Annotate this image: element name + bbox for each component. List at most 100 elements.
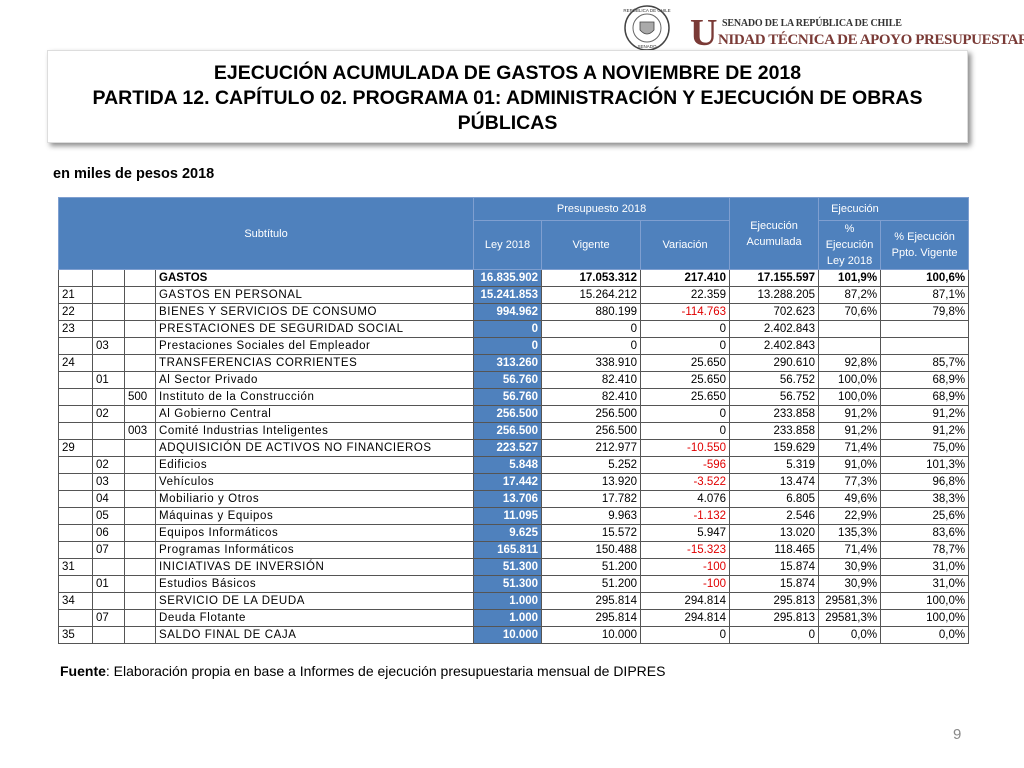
table-cell: [92, 422, 125, 440]
table-cell: 15.874: [729, 558, 820, 576]
table-cell: 4.076: [640, 490, 731, 508]
table-cell: -15.323: [640, 541, 731, 559]
table-cell: 24: [58, 354, 93, 372]
table-cell: 25,6%: [880, 507, 970, 525]
table-cell: SALDO FINAL DE CAJA: [154, 626, 475, 644]
table-cell: 71,4%: [818, 439, 882, 457]
table-cell: 21: [58, 286, 93, 304]
table-cell: 16.835.902: [473, 269, 543, 287]
table-cell: 10.000: [473, 626, 543, 644]
table-cell: Mobiliario y Otros: [154, 490, 475, 508]
table-cell: 100,0%: [818, 388, 882, 406]
table-cell: 15.241.853: [473, 286, 543, 304]
table-cell: 31,0%: [880, 575, 970, 593]
table-cell: TRANSFERENCIAS CORRIENTES: [154, 354, 475, 372]
table-cell: 135,3%: [818, 524, 882, 542]
table-cell: 295.814: [541, 592, 642, 610]
table-cell: 25.650: [640, 354, 731, 372]
table-cell: 294.814: [640, 592, 731, 610]
source-text: : Elaboración propia en base a Informes …: [105, 663, 666, 679]
table-cell: 0: [541, 320, 642, 338]
table-cell: [58, 456, 93, 474]
table-cell: [124, 524, 156, 542]
table-cell: 294.814: [640, 609, 731, 627]
table-cell: 2.402.843: [729, 337, 820, 355]
table-row: 06 Equipos Informáticos 9.625 15.572 5.947 13…: [58, 524, 970, 542]
table-cell: 91,2%: [818, 422, 882, 440]
table-cell: [124, 439, 156, 457]
table-cell: [818, 320, 882, 338]
table-cell: 82.410: [541, 371, 642, 389]
table-cell: 2.546: [729, 507, 820, 525]
seal-text: SENADO: [637, 44, 657, 49]
table-cell: 150.488: [541, 541, 642, 559]
table-cell: 256.500: [473, 422, 543, 440]
table-cell: [124, 490, 156, 508]
table-cell: 02: [92, 456, 125, 474]
table-cell: Comité Industrias Inteligentes: [154, 422, 475, 440]
table-cell: [58, 524, 93, 542]
table-cell: 79,8%: [880, 303, 970, 321]
table-cell: [124, 558, 156, 576]
table-cell: [124, 405, 156, 423]
table-cell: 0: [640, 337, 731, 355]
table-cell: 02: [92, 405, 125, 423]
table-cell: Equipos Informáticos: [154, 524, 475, 542]
table-cell: [58, 422, 93, 440]
table-cell: 0: [473, 337, 543, 355]
table-cell: 233.858: [729, 405, 820, 423]
table-cell: [92, 354, 125, 372]
table-cell: 0,0%: [818, 626, 882, 644]
table-cell: Instituto de la Construcción: [154, 388, 475, 406]
table-cell: [92, 439, 125, 457]
table-cell: 25.650: [640, 388, 731, 406]
table-cell: 29: [58, 439, 93, 457]
table-cell: [880, 337, 970, 355]
table-cell: 13.288.205: [729, 286, 820, 304]
table-cell: 2.402.843: [729, 320, 820, 338]
table-row: 22 BIENES Y SERVICIOS DE CONSUMO 994.962 88…: [58, 303, 970, 321]
table-cell: 56.760: [473, 371, 543, 389]
table-cell: 30,9%: [818, 575, 882, 593]
table-cell: 17.155.597: [729, 269, 820, 287]
subtitle: en miles de pesos 2018: [53, 166, 215, 182]
table-cell: [124, 371, 156, 389]
table-cell: [124, 320, 156, 338]
seal-inner: [632, 13, 662, 43]
table-cell: [92, 388, 125, 406]
table-cell: [124, 303, 156, 321]
table-row: 03 Vehículos 17.442 13.920 -3.522 13.474 77,3%…: [58, 473, 970, 491]
table-cell: Deuda Flotante: [154, 609, 475, 627]
table-cell: 13.706: [473, 490, 543, 508]
table-row: GASTOS 16.835.902 17.053.312 217.410 17.155.…: [58, 269, 970, 287]
table-cell: [124, 592, 156, 610]
table-cell: 256.500: [473, 405, 543, 423]
table-cell: 0: [640, 405, 731, 423]
table-cell: 223.527: [473, 439, 543, 457]
table-cell: 29581,3%: [818, 609, 882, 627]
table-cell: INICIATIVAS DE INVERSIÓN: [154, 558, 475, 576]
table-cell: 51.200: [541, 575, 642, 593]
table-cell: -1.132: [640, 507, 731, 525]
table-cell: [818, 337, 882, 355]
table-cell: 11.095: [473, 507, 543, 525]
table-cell: 82.410: [541, 388, 642, 406]
table-cell: 0,0%: [880, 626, 970, 644]
table-cell: 49,6%: [818, 490, 882, 508]
source: Fuente: Elaboración propia en base a Inf…: [60, 663, 665, 679]
header-cell: Vigente: [541, 220, 642, 270]
table-cell: 87,2%: [818, 286, 882, 304]
table-cell: 17.442: [473, 473, 543, 491]
table-cell: -100: [640, 558, 731, 576]
table-cell: 100,0%: [880, 592, 970, 610]
table-row: 01 Al Sector Privado 56.760 82.410 25.650 56.…: [58, 371, 970, 389]
table-cell: 91,2%: [880, 422, 970, 440]
table-cell: 51.300: [473, 575, 543, 593]
table-cell: 118.465: [729, 541, 820, 559]
table-cell: 1.000: [473, 609, 543, 627]
table-row: 03 Prestaciones Sociales del Empleador 0 0 0…: [58, 337, 970, 355]
table-cell: BIENES Y SERVICIOS DE CONSUMO: [154, 303, 475, 321]
title-line: PARTIDA 12. CAPÍTULO 02. PROGRAMA 01: AD…: [92, 87, 923, 134]
table-cell: [58, 371, 93, 389]
table-cell: -10.550: [640, 439, 731, 457]
